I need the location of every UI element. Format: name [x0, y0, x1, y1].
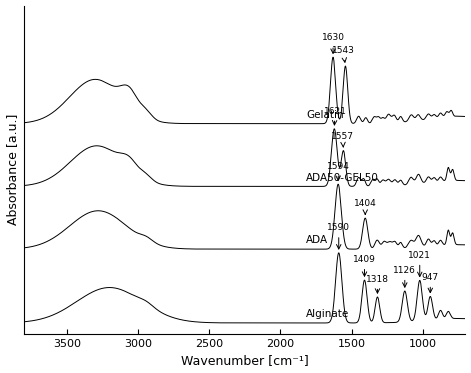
Text: ADA50-GEL50: ADA50-GEL50 [306, 173, 379, 183]
Text: ADA: ADA [306, 235, 328, 245]
Text: 1621: 1621 [324, 107, 346, 125]
Text: 1409: 1409 [353, 255, 376, 276]
Text: 1590: 1590 [327, 223, 350, 249]
Text: Gelatin: Gelatin [306, 110, 344, 120]
Text: 1630: 1630 [322, 34, 345, 53]
Text: 1021: 1021 [408, 251, 431, 276]
Text: 1557: 1557 [331, 132, 354, 147]
X-axis label: Wavenumber [cm⁻¹]: Wavenumber [cm⁻¹] [181, 354, 309, 367]
Y-axis label: Absorbance [a.u.]: Absorbance [a.u.] [6, 114, 18, 226]
Text: 1404: 1404 [354, 199, 377, 214]
Text: 1543: 1543 [332, 46, 355, 62]
Text: 947: 947 [422, 273, 439, 292]
Text: 1594: 1594 [327, 162, 349, 180]
Text: Alginate: Alginate [306, 309, 349, 319]
Text: 1126: 1126 [393, 266, 416, 287]
Text: 1318: 1318 [366, 275, 389, 293]
